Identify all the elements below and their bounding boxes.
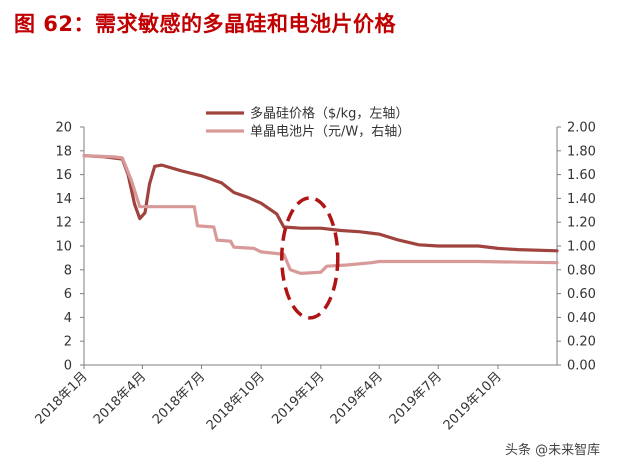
polysilicon-price-line — [82, 154, 559, 253]
y-right-tick-label: 0.00 — [567, 359, 596, 374]
legend: 多晶硅价格（$/kg，左轴） 单晶电池片（元/W，右轴） — [206, 106, 410, 140]
y-left-tick-label: 18 — [55, 144, 72, 159]
x-tick-label: 2019年4月 — [328, 369, 386, 427]
x-tick-label: 2019年7月 — [387, 369, 445, 427]
x-tick-label: 2018年4月 — [91, 369, 149, 427]
y-right-tick-label: 1.60 — [567, 168, 596, 183]
y-right-tick-label: 0.20 — [567, 335, 596, 350]
series-lines — [82, 154, 559, 275]
legend-label: 多晶硅价格（$/kg，左轴） — [250, 106, 408, 122]
y-right-tick-label: 1.20 — [567, 216, 596, 231]
y-left-tick-label: 10 — [55, 240, 72, 255]
y-left-tick-label: 12 — [55, 216, 72, 231]
y-left-tick-label: 8 — [64, 263, 72, 278]
y-right-tick-label: 2.00 — [567, 121, 596, 136]
y-right-tick-label: 1.00 — [567, 240, 596, 255]
watermark: 头条 @未来智库 — [502, 438, 604, 459]
y-right-tick-label: 1.40 — [567, 192, 596, 207]
highlight-ellipse — [280, 196, 340, 320]
x-tick-label: 2019年10月 — [441, 369, 505, 433]
y-left-tick-label: 4 — [64, 311, 72, 326]
y-right-tick-label: 0.80 — [567, 263, 596, 278]
figure-title: 图 62：需求敏感的多晶硅和电池片价格 — [14, 12, 397, 36]
y-right-tick-label: 0.40 — [567, 311, 596, 326]
legend-label: 单晶电池片（元/W，右轴） — [250, 125, 410, 140]
x-tick-label: 2019年1月 — [269, 369, 327, 427]
y-left-tick-label: 2 — [64, 335, 72, 350]
y-right-tick-label: 0.60 — [567, 287, 596, 302]
y-left-tick-label: 0 — [64, 359, 72, 374]
y-left-tick-label: 14 — [55, 192, 72, 207]
x-tick-label: 2018年10月 — [204, 369, 268, 433]
x-tick-label: 2018年7月 — [150, 369, 208, 427]
y-left-tick-label: 20 — [55, 121, 72, 136]
y-left-tick-label: 16 — [55, 168, 72, 183]
axes: 0 2 4 6 8 10 12 14 16 18 20 0.00 0.20 0.40 0.60 0.80 1.0… — [33, 121, 596, 434]
y-left-tick-label: 6 — [64, 287, 72, 302]
y-right-tick-label: 1.80 — [567, 144, 596, 159]
annotation — [280, 196, 340, 320]
mono-cell-price-line — [82, 154, 559, 275]
x-tick-label: 2018年1月 — [33, 369, 91, 427]
